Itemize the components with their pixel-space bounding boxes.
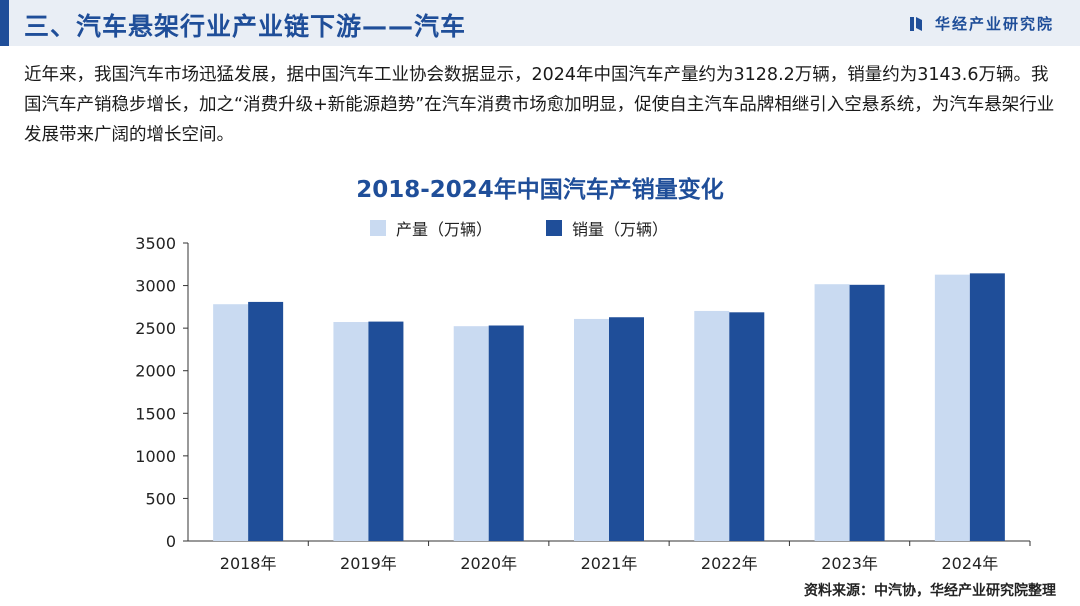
y-tick-label: 2000 xyxy=(135,362,176,381)
bar-sales xyxy=(969,273,1005,541)
bar-production xyxy=(213,304,249,541)
y-tick-label: 1000 xyxy=(135,447,176,466)
chart-legend: 产量（万辆） 销量（万辆） xyxy=(370,216,668,240)
legend-swatch-production xyxy=(370,220,386,236)
header-accent-bar xyxy=(0,0,9,46)
x-tick-label: 2021年 xyxy=(581,554,638,573)
x-tick-label: 2024年 xyxy=(941,554,998,573)
brand-name: 华经产业研究院 xyxy=(934,15,1054,33)
bar-production xyxy=(814,284,850,541)
y-tick-label: 1500 xyxy=(135,404,176,423)
legend-label-production: 产量（万辆） xyxy=(396,220,493,239)
y-tick-label: 0 xyxy=(166,532,176,551)
bar-sales xyxy=(729,312,765,541)
chart-title: 2018-2024年中国汽车产销量变化 xyxy=(356,177,724,203)
bar-production xyxy=(934,274,970,541)
bar-sales xyxy=(248,301,284,541)
y-tick-label: 500 xyxy=(145,489,176,508)
header-bar xyxy=(0,0,1080,46)
intro-paragraph: 近年来，我国汽车市场迅猛发展，据中国汽车工业协会数据显示，2024年中国汽车产量… xyxy=(24,65,1055,145)
legend-item-production: 产量（万辆） xyxy=(370,216,492,240)
bar-sales xyxy=(609,317,644,541)
x-tick-label: 2023年 xyxy=(821,554,878,573)
x-tick-label: 2022年 xyxy=(701,554,758,573)
bar-sales xyxy=(849,284,885,541)
legend-item-sales: 销量（万辆） xyxy=(546,216,668,240)
legend-label-sales: 销量（万辆） xyxy=(572,220,669,239)
bar-production xyxy=(694,310,730,541)
x-tick-label: 2020年 xyxy=(460,554,517,573)
bar-production xyxy=(574,318,609,541)
page-title: 三、汽车悬架行业产业链下游——汽车 xyxy=(24,12,467,41)
source-note: 资料来源：中汽协，华经产业研究院整理 xyxy=(804,583,1056,599)
bar-production xyxy=(333,322,369,541)
y-tick-label: 2500 xyxy=(135,319,176,338)
x-tick-label: 2018年 xyxy=(220,554,277,573)
y-tick-label: 3500 xyxy=(135,234,176,253)
brand: 华经产业研究院 xyxy=(909,13,1054,34)
x-tick-label: 2019年 xyxy=(340,554,397,573)
bar-sales xyxy=(488,325,524,541)
legend-swatch-sales xyxy=(546,220,563,236)
bar-sales xyxy=(368,321,404,541)
intro-text: 近年来，我国汽车市场迅猛发展，据中国汽车工业协会数据显示，2024年中国汽车产量… xyxy=(24,60,1064,150)
brand-logo-icon xyxy=(909,16,922,31)
bar-production xyxy=(453,326,489,541)
y-tick-label: 3000 xyxy=(135,277,176,296)
